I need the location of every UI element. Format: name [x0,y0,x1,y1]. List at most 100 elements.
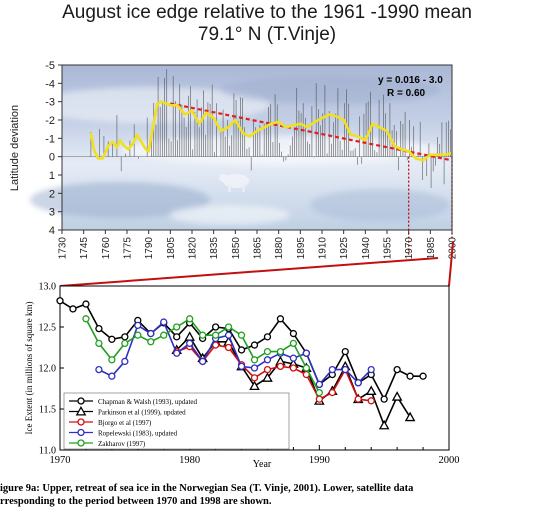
data-point [289,364,298,372]
lower-y-tick-label: 13.0 [39,282,57,293]
upper-y-axis-label: Latitude deviation [9,105,21,191]
legend-box [63,392,290,450]
upper-x-tick-label: 1985 [426,237,437,260]
caption-line-2: rresponding to the period between 1970 a… [0,496,272,507]
data-point [75,405,87,416]
data-point [276,362,285,371]
upper-x-tick-label: 1970 [404,237,415,260]
legend-entry: Zakharov (1997) [69,439,146,448]
data-point [393,365,401,374]
data-point [367,365,375,374]
series-4 [82,315,323,397]
figure-caption: igure 9a: Upper, retreat of sea ice in t… [0,482,534,508]
legend-items: Chapman & Walsh (1993), updated Parkinson… [69,397,198,448]
lower-x-tick-label: 1980 [179,455,200,466]
data-point [250,341,259,349]
data-point [134,321,142,330]
data-point [95,365,103,374]
data-point [173,349,181,357]
upper-y-tick-label: 0 [49,152,55,164]
lower-series-group [56,297,427,430]
upper-x-tick-label: 1895 [296,237,307,260]
data-point [249,380,260,391]
data-point [211,323,220,331]
data-point [77,397,85,405]
upper-y-tick-label: -4 [45,78,55,90]
upper-y-tick-label: 3 [49,207,55,219]
data-point [315,388,323,397]
legend-label: Ropelewski (1983), updated [98,430,178,438]
data-point [69,305,77,313]
data-point [263,356,272,364]
data-point [250,374,259,382]
data-point [391,391,403,401]
legend-label: Zakharov (1997) [98,440,146,448]
data-point [341,365,349,374]
data-point [77,439,85,447]
upper-x-tick-label: 1880 [274,237,285,260]
data-point [173,323,181,331]
data-point [406,372,414,380]
legend-label: Chapman & Walsh (1993), updated [98,398,198,406]
data-point [198,357,207,366]
data-point [404,411,416,422]
data-point [82,315,90,323]
legend-entry: Bjorgo et al (1997) [69,418,152,427]
data-point [237,362,246,371]
data-point [365,385,377,395]
zoom-connector-right [448,241,454,287]
upper-x-tick-label: 1760 [101,237,112,260]
data-point [328,388,336,397]
legend-entry: Chapman & Walsh (1993), updated [69,397,198,406]
data-point [262,372,273,382]
zoom-connector-left [59,257,439,287]
data-point [237,331,246,339]
lower-x-tick-label: 1990 [309,455,330,466]
upper-annotation-equation: y = 0.016 - 3.0 [378,75,443,86]
data-point [121,339,129,348]
series-3 [95,318,375,389]
data-point [419,372,427,380]
data-point [263,347,272,356]
lower-axes: 11.0 11.5 12.0 12.5 13.0 1970 1980 1990 2000 [39,282,460,467]
lower-y-tick-label: 11.0 [39,446,56,457]
lower-x-tick-label: 2000 [439,455,460,466]
data-point [108,335,116,343]
data-point [160,331,168,339]
data-point [302,364,311,372]
upper-y-tick-label: -2 [45,115,55,127]
data-point [56,297,64,305]
data-point [276,347,285,356]
upper-x-tick-label: 1955 [383,237,394,260]
legend-entry: Parkinson et al (1999), updated [69,405,186,417]
upper-y-tick-label: 4 [49,225,55,237]
data-point [289,339,298,348]
upper-annual-bars [90,69,451,188]
smoothed-ice-edge-line [89,100,453,162]
upper-chart-subtitle: 79.1° N (T.Vinje) [197,24,337,45]
data-point [121,333,129,341]
lower-x-tick-label: 1970 [50,455,71,466]
data-point [224,343,233,352]
legend-label: Bjorgo et al (1997) [98,419,152,427]
data-point [354,395,362,403]
data-point [378,419,390,430]
data-point [108,372,116,380]
upper-x-tick-label: 1805 [166,237,177,260]
lower-y-tick-label: 12.0 [39,364,57,375]
data-point [173,333,181,341]
data-point [341,347,349,356]
upper-annotation-r: R = 0.60 [387,88,426,99]
data-point [134,331,142,339]
data-point [82,300,90,308]
data-point [121,357,129,366]
polar-bear-illustration [219,174,249,192]
data-point [147,329,155,338]
data-point [315,380,323,389]
lower-legend: Chapman & Walsh (1993), updated Parkinson… [63,392,290,450]
data-point [263,365,272,374]
data-point [147,338,155,346]
legend-entry: Ropelewski (1983), updated [69,428,178,438]
lower-y-tick-label: 11.5 [39,405,56,416]
